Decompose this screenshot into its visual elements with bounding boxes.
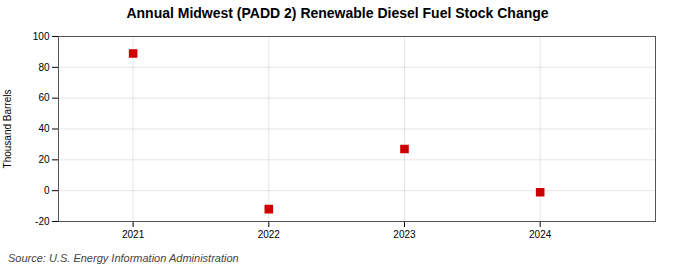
html-text:Source: U.S. Energy Informatio: Source: U.S. Energy Information Administ… <box>8 252 239 264</box>
svg-text:40: 40 <box>38 123 50 134</box>
svg-text:80: 80 <box>38 62 50 73</box>
svg-text:0: 0 <box>44 185 50 196</box>
html-text:Annual Midwest (PADD 2) Renewa: Annual Midwest (PADD 2) Renewable Diesel… <box>126 5 549 21</box>
svg-text:2022: 2022 <box>258 229 281 240</box>
svg-text:2023: 2023 <box>393 229 416 240</box>
svg-text:-20: -20 <box>35 216 50 227</box>
svg-text:100: 100 <box>33 31 50 42</box>
svg-text:60: 60 <box>38 92 50 103</box>
svg-text:2021: 2021 <box>122 229 145 240</box>
svg-text:2024: 2024 <box>529 229 552 240</box>
svg-text:20: 20 <box>38 154 50 165</box>
svg-text:Thousand Barrels: Thousand Barrels <box>2 90 13 169</box>
